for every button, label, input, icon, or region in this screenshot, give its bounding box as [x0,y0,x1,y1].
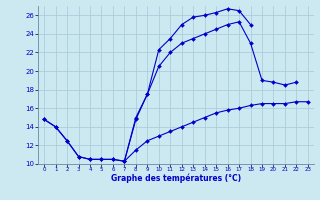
X-axis label: Graphe des températures (°C): Graphe des températures (°C) [111,174,241,183]
